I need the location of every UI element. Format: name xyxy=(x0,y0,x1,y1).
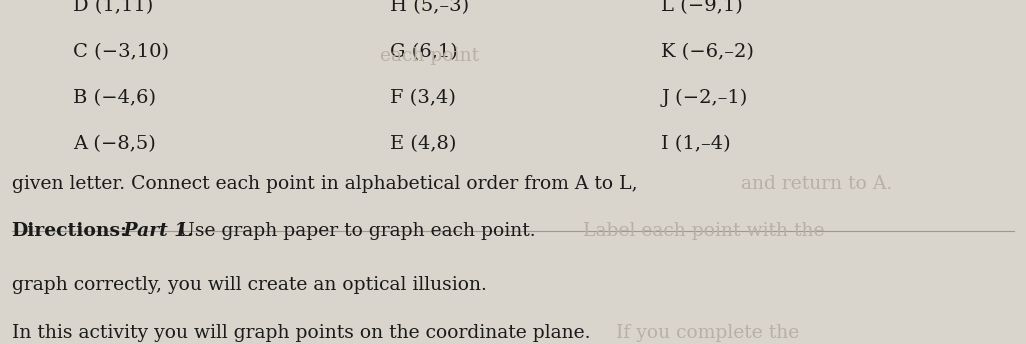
Text: L (−9,1): L (−9,1) xyxy=(662,0,743,15)
Text: each point: each point xyxy=(380,47,479,65)
Text: E (4,8): E (4,8) xyxy=(390,135,457,153)
Text: J (−2,–1): J (−2,–1) xyxy=(662,89,748,107)
Text: given letter. Connect each point in alphabetical order from A to L,: given letter. Connect each point in alph… xyxy=(11,174,637,193)
Text: Part 1.: Part 1. xyxy=(117,222,194,240)
Text: F (3,4): F (3,4) xyxy=(390,89,457,107)
Text: graph correctly, you will create an optical illusion.: graph correctly, you will create an opti… xyxy=(11,277,486,294)
Text: H (5,–3): H (5,–3) xyxy=(390,0,469,15)
Text: Use graph paper to graph each point.: Use graph paper to graph each point. xyxy=(173,222,536,240)
Text: If you complete the: If you complete the xyxy=(610,324,799,342)
Text: I (1,–4): I (1,–4) xyxy=(662,135,731,153)
Text: D (1,11): D (1,11) xyxy=(73,0,153,15)
Text: and return to A.: and return to A. xyxy=(735,174,893,193)
Text: Label each point with the: Label each point with the xyxy=(578,222,825,240)
Text: A (−8,5): A (−8,5) xyxy=(73,135,156,153)
Text: Directions:: Directions: xyxy=(11,222,127,240)
Text: G (6,1): G (6,1) xyxy=(390,43,458,61)
Text: In this activity you will graph points on the coordinate plane.: In this activity you will graph points o… xyxy=(11,324,590,342)
Text: K (−6,–2): K (−6,–2) xyxy=(662,43,754,61)
Text: C (−3,10): C (−3,10) xyxy=(73,43,169,61)
Text: B (−4,6): B (−4,6) xyxy=(73,89,156,107)
